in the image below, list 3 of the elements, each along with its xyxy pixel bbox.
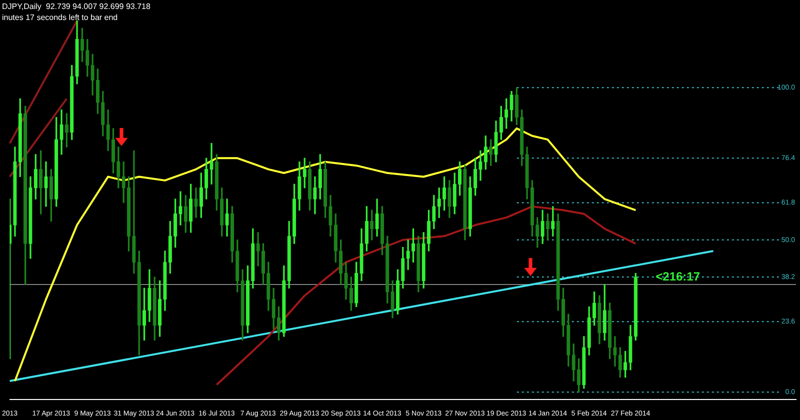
- chart-title: DJPY,Daily 92.739 94.007 92.699 93.718: [2, 2, 151, 12]
- annotation: <216:17: [656, 269, 700, 284]
- annotation: inutes 17 seconds left to bar end: [2, 13, 118, 22]
